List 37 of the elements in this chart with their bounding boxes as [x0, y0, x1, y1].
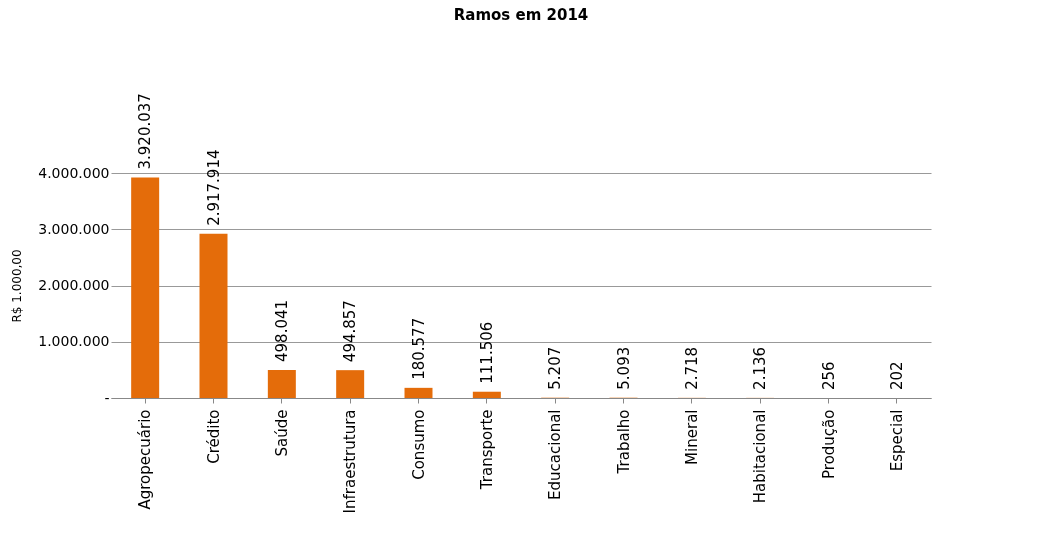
bar: [472, 391, 501, 398]
bar: [267, 369, 296, 398]
data-label: 2.718: [682, 346, 701, 390]
x-tick-label: Transporte: [477, 409, 496, 491]
data-label: 2.917.914: [204, 149, 223, 226]
x-tick-label: Crédito: [204, 409, 223, 464]
x-tick-label: Habitacional: [751, 409, 770, 504]
data-label: 5.093: [614, 346, 633, 390]
x-tick-label: Mineral: [682, 409, 701, 465]
chart-title: Ramos em 2014: [453, 6, 589, 25]
x-tick-label: Consumo: [409, 409, 428, 480]
x-tick-label: Produção: [819, 409, 838, 479]
data-label: 2.136: [751, 346, 770, 390]
x-tick-label: Trabalho: [614, 409, 633, 475]
y-tick-label: 4.000.000: [38, 164, 110, 181]
y-tick-label: -: [104, 389, 110, 406]
data-label: 498.041: [272, 299, 291, 362]
x-tick-label: Especial: [887, 409, 906, 472]
y-tick-label: 2.000.000: [38, 277, 110, 293]
data-label: 5.207: [546, 346, 565, 390]
y-tick-label: 1.000.000: [38, 333, 110, 350]
bar: [404, 387, 433, 398]
x-tick-label: Agropecuário: [136, 409, 155, 510]
bar: [336, 370, 365, 398]
data-label: 202: [887, 361, 906, 390]
bar: [131, 177, 160, 398]
data-label: 494.857: [341, 300, 360, 363]
data-label: 256: [819, 361, 838, 390]
data-label: 111.506: [477, 321, 496, 384]
data-label: 3.920.037: [136, 93, 155, 170]
x-tick-label: Educacional: [546, 409, 565, 500]
data-label: 180.577: [409, 317, 428, 380]
y-tick-label: 3.000.000: [38, 220, 110, 237]
y-axis-title: R$ 1.000,00: [10, 249, 25, 323]
x-tick-label: Infraestrutura: [341, 409, 360, 514]
bar: [199, 233, 228, 398]
x-tick-label: Saúde: [272, 409, 291, 457]
